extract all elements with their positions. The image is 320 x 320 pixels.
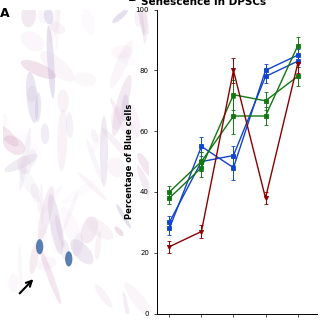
Ellipse shape xyxy=(81,217,98,243)
Ellipse shape xyxy=(19,127,31,191)
Ellipse shape xyxy=(86,139,103,182)
Ellipse shape xyxy=(37,197,41,213)
Ellipse shape xyxy=(126,115,132,133)
Ellipse shape xyxy=(47,25,55,99)
Circle shape xyxy=(36,239,43,254)
Ellipse shape xyxy=(18,164,39,199)
Circle shape xyxy=(65,251,72,267)
Ellipse shape xyxy=(139,7,149,35)
Ellipse shape xyxy=(55,215,65,248)
Ellipse shape xyxy=(3,135,25,155)
Ellipse shape xyxy=(91,129,99,143)
Ellipse shape xyxy=(112,10,128,23)
Ellipse shape xyxy=(111,45,133,59)
Ellipse shape xyxy=(95,284,112,308)
Ellipse shape xyxy=(21,3,36,27)
Ellipse shape xyxy=(70,239,93,265)
Ellipse shape xyxy=(124,282,155,320)
Y-axis label: Percentage of Blue cells: Percentage of Blue cells xyxy=(125,104,134,219)
Text: Senescence in DPSCs: Senescence in DPSCs xyxy=(140,0,266,7)
Ellipse shape xyxy=(66,112,73,138)
Ellipse shape xyxy=(92,130,107,152)
Ellipse shape xyxy=(40,249,61,304)
Ellipse shape xyxy=(40,51,74,82)
Ellipse shape xyxy=(101,127,132,160)
Ellipse shape xyxy=(128,105,140,137)
Ellipse shape xyxy=(73,233,83,256)
Ellipse shape xyxy=(74,72,96,86)
Ellipse shape xyxy=(21,31,44,51)
Ellipse shape xyxy=(137,165,158,211)
Ellipse shape xyxy=(29,243,39,274)
Ellipse shape xyxy=(21,60,56,79)
Ellipse shape xyxy=(60,206,83,251)
Ellipse shape xyxy=(4,154,37,172)
Ellipse shape xyxy=(112,75,132,136)
Ellipse shape xyxy=(116,204,131,228)
Ellipse shape xyxy=(18,244,22,296)
Ellipse shape xyxy=(0,124,18,147)
Ellipse shape xyxy=(85,217,113,240)
Ellipse shape xyxy=(110,98,132,144)
Ellipse shape xyxy=(78,172,108,201)
Ellipse shape xyxy=(38,226,47,252)
Ellipse shape xyxy=(17,156,31,174)
Ellipse shape xyxy=(110,40,133,88)
Ellipse shape xyxy=(129,125,138,138)
Ellipse shape xyxy=(28,86,36,102)
Ellipse shape xyxy=(38,10,46,24)
Ellipse shape xyxy=(1,113,7,132)
Ellipse shape xyxy=(134,8,143,27)
Ellipse shape xyxy=(8,274,18,292)
Ellipse shape xyxy=(28,148,36,166)
Ellipse shape xyxy=(82,7,95,35)
Ellipse shape xyxy=(36,256,56,270)
Text: A: A xyxy=(0,6,10,20)
Ellipse shape xyxy=(44,7,53,24)
Ellipse shape xyxy=(40,183,44,225)
Ellipse shape xyxy=(58,89,69,113)
Ellipse shape xyxy=(95,231,101,260)
Ellipse shape xyxy=(31,183,41,203)
Ellipse shape xyxy=(15,131,41,158)
Ellipse shape xyxy=(116,52,135,66)
Ellipse shape xyxy=(62,191,78,234)
Ellipse shape xyxy=(137,153,154,178)
Ellipse shape xyxy=(41,124,49,144)
Ellipse shape xyxy=(121,94,129,122)
Ellipse shape xyxy=(48,194,63,255)
Ellipse shape xyxy=(63,180,97,204)
Ellipse shape xyxy=(50,219,61,253)
Ellipse shape xyxy=(108,157,125,178)
Ellipse shape xyxy=(50,21,65,34)
Ellipse shape xyxy=(57,109,67,171)
Ellipse shape xyxy=(26,72,38,123)
Ellipse shape xyxy=(38,186,54,241)
Ellipse shape xyxy=(115,227,124,236)
Ellipse shape xyxy=(61,240,69,261)
Ellipse shape xyxy=(55,0,60,50)
Ellipse shape xyxy=(111,107,123,130)
Ellipse shape xyxy=(123,292,130,320)
Ellipse shape xyxy=(100,116,108,187)
Text: B: B xyxy=(128,0,137,4)
Ellipse shape xyxy=(49,3,61,43)
Ellipse shape xyxy=(138,4,145,36)
Ellipse shape xyxy=(42,185,62,214)
Ellipse shape xyxy=(35,92,41,122)
Ellipse shape xyxy=(142,0,148,44)
